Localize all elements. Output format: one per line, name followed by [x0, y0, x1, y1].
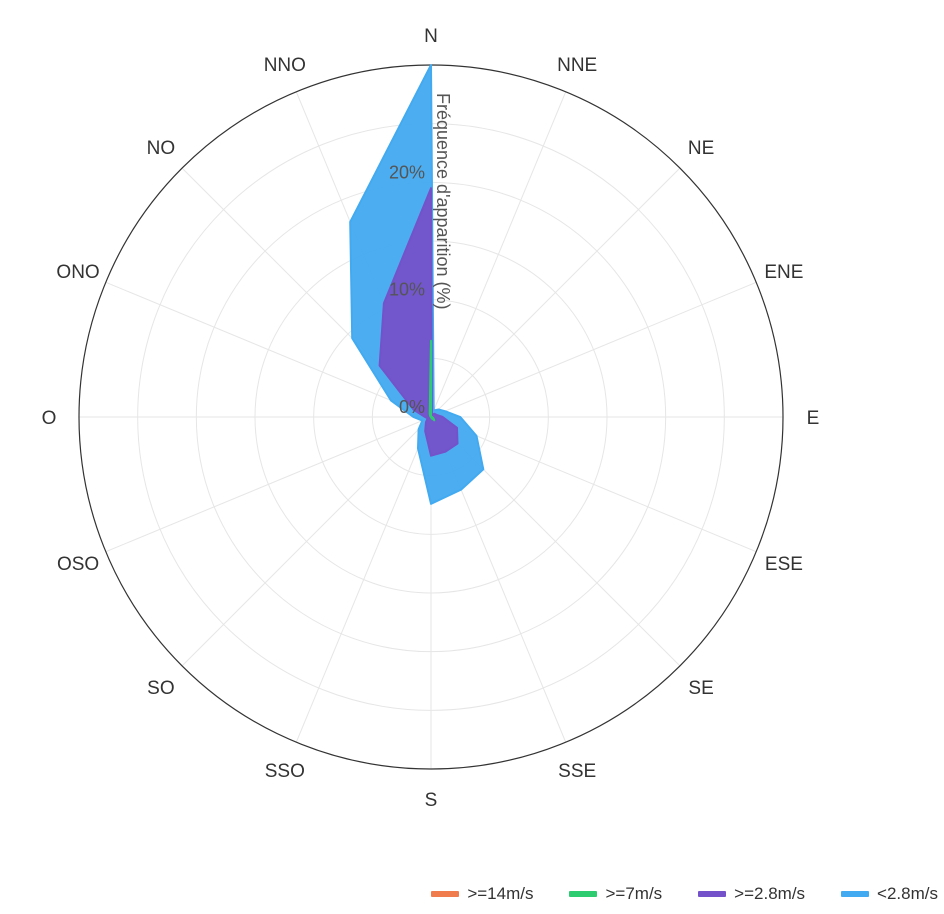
- wind-rose-chart: N NNE NE ENE E ESE SE SSE S SSO SO OSO O ONO NO NNO 0% 1…: [42, 26, 820, 811]
- direction-label: SSE: [558, 761, 596, 782]
- legend-item[interactable]: >=14m/s: [431, 884, 533, 904]
- direction-labels: N NNE NE ENE E ESE SE SSE S SSO SO OSO O ONO NO NNO: [42, 26, 820, 811]
- grid-spoke: [430, 416, 757, 553]
- legend-label: >=7m/s: [605, 884, 663, 903]
- grid-spoke: [430, 281, 757, 418]
- grid-spoke: [105, 416, 432, 553]
- legend-item[interactable]: >=2.8m/s: [698, 884, 805, 904]
- direction-label: NO: [147, 138, 176, 159]
- legend-swatch: [698, 891, 727, 897]
- legend-swatch: [841, 891, 870, 897]
- direction-label: N: [424, 26, 438, 47]
- direction-label: ESE: [765, 554, 803, 575]
- grid-spoke: [181, 416, 432, 667]
- direction-label: SO: [147, 678, 174, 699]
- direction-label: OSO: [57, 554, 99, 575]
- grid-spoke: [430, 91, 567, 418]
- radial-tick-labels: 0% 10% 20%: [389, 162, 425, 417]
- grid-spoke: [295, 416, 432, 743]
- radial-axis-title: Fréquence d'apparition (%): [433, 93, 453, 310]
- direction-label: SE: [688, 678, 713, 699]
- direction-label: ENE: [764, 262, 803, 283]
- legend-label: <2.8m/s: [877, 884, 938, 903]
- direction-label: SSO: [265, 761, 305, 782]
- legend-item[interactable]: >=7m/s: [569, 884, 662, 904]
- direction-label: NE: [688, 138, 714, 159]
- grid-spoke: [430, 167, 681, 418]
- legend-swatch: [431, 891, 460, 897]
- series-areas: [349, 64, 485, 505]
- tick-label: 0%: [399, 397, 425, 417]
- legend: >=14m/s >=7m/s >=2.8m/s <2.8m/s: [431, 884, 938, 904]
- direction-label: ONO: [56, 262, 99, 283]
- legend-item[interactable]: <2.8m/s: [841, 884, 938, 904]
- legend-label: >=2.8m/s: [734, 884, 806, 903]
- direction-label: S: [425, 790, 438, 811]
- direction-label: O: [42, 408, 57, 429]
- tick-label: 20%: [389, 162, 425, 182]
- direction-label: E: [807, 408, 820, 429]
- tick-label: 10%: [389, 280, 425, 300]
- direction-label: NNE: [557, 55, 597, 76]
- grid-spoke: [105, 281, 432, 418]
- legend-swatch: [569, 891, 598, 897]
- legend-label: >=14m/s: [467, 884, 534, 903]
- series-area->=7m/s: [428, 339, 436, 422]
- series-area->=2.8m/s: [378, 187, 459, 457]
- direction-label: NNO: [264, 55, 306, 76]
